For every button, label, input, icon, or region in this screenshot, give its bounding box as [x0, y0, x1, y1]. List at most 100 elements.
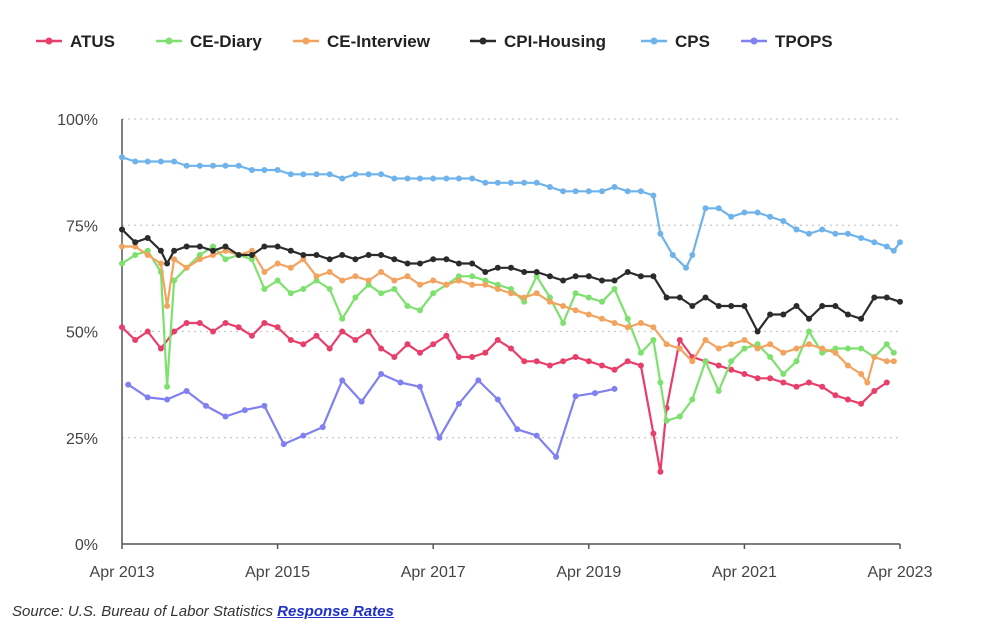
data-point-cpi-housing	[482, 269, 489, 275]
data-point-cpi-housing	[443, 256, 450, 263]
data-point-ce-diary	[832, 345, 839, 352]
y-tick-label: 100%	[57, 112, 98, 129]
data-point-cpi-housing	[728, 303, 735, 309]
series-atus	[119, 320, 890, 475]
data-point-atus	[313, 332, 320, 339]
data-point-ce-diary	[546, 294, 553, 301]
data-point-atus	[261, 320, 268, 326]
data-point-cps	[313, 171, 320, 178]
data-point-ce-diary	[171, 277, 178, 284]
data-point-cps	[546, 184, 553, 190]
data-point-ce-diary	[728, 358, 735, 365]
data-point-cps	[391, 175, 398, 182]
data-point-cpi-housing	[508, 264, 514, 271]
data-point-cps	[300, 171, 307, 178]
data-point-ce-interview	[844, 362, 851, 369]
data-point-atus	[585, 358, 592, 365]
data-point-atus	[533, 358, 540, 365]
data-point-ce-interview	[443, 281, 450, 288]
data-point-tpops	[533, 432, 540, 439]
data-point-tpops	[222, 413, 229, 420]
data-point-cps	[196, 162, 203, 169]
data-point-ce-interview	[196, 256, 203, 263]
data-point-ce-interview	[585, 311, 592, 318]
data-point-atus	[871, 388, 878, 394]
data-point-atus	[196, 320, 203, 326]
data-point-cpi-housing	[806, 315, 812, 322]
gridlines	[122, 118, 900, 439]
data-point-ce-diary	[455, 273, 462, 280]
data-point-ce-interview	[455, 277, 462, 284]
data-point-ce-interview	[521, 294, 528, 301]
data-point-cps	[326, 171, 333, 178]
data-point-cps	[624, 188, 631, 195]
data-point-cpi-housing	[844, 311, 851, 318]
data-point-cps	[430, 175, 437, 182]
data-point-cps	[780, 218, 787, 224]
data-point-cps	[171, 158, 178, 165]
x-tick-label: Apr 2017	[401, 564, 466, 581]
data-point-tpops	[144, 394, 151, 401]
legend-swatch-marker	[45, 37, 53, 45]
data-point-cps	[599, 188, 605, 195]
data-point-atus	[832, 392, 839, 399]
data-point-cps	[897, 239, 903, 246]
data-point-atus	[469, 354, 476, 360]
data-point-atus	[274, 324, 281, 331]
data-point-atus	[144, 328, 151, 335]
data-point-ce-diary	[637, 349, 644, 356]
x-tick-label: Apr 2013	[90, 564, 155, 581]
data-point-tpops	[241, 407, 248, 414]
data-point-tpops	[436, 434, 443, 441]
data-point-ce-diary	[611, 286, 618, 292]
response-rates-link[interactable]: Response Rates	[277, 603, 394, 620]
data-point-atus	[637, 362, 644, 369]
data-point-cps	[858, 235, 865, 241]
data-point-ce-interview	[508, 290, 514, 297]
data-point-ce-interview	[546, 298, 553, 305]
data-point-atus	[183, 320, 190, 326]
data-point-cpi-housing	[469, 260, 476, 267]
data-point-cps	[754, 209, 761, 216]
data-point-ce-diary	[793, 358, 800, 365]
data-point-ce-diary	[391, 286, 398, 292]
data-point-cpi-housing	[832, 303, 839, 309]
data-point-ce-interview	[663, 341, 670, 348]
data-point-tpops	[125, 381, 132, 388]
data-point-ce-diary	[521, 298, 528, 305]
legend-label: CE-Diary	[190, 32, 262, 51]
data-point-cpi-housing	[274, 243, 281, 250]
data-point-ce-diary	[210, 243, 216, 250]
data-point-cps	[657, 230, 664, 237]
data-point-ce-interview	[728, 341, 735, 348]
data-point-cpi-housing	[624, 269, 631, 275]
data-point-tpops	[300, 432, 307, 439]
data-point-cpi-housing	[430, 256, 437, 263]
data-point-cpi-housing	[676, 294, 683, 301]
data-point-cpi-housing	[858, 315, 865, 322]
data-point-atus	[624, 358, 631, 365]
legend-item-cpi-housing: CPI-Housing	[470, 32, 606, 51]
data-point-atus	[378, 345, 385, 352]
y-tick-label: 25%	[66, 431, 98, 448]
data-point-ce-diary	[352, 294, 359, 301]
data-point-atus	[365, 328, 372, 335]
data-point-cpi-housing	[171, 247, 178, 254]
data-point-cps	[144, 158, 151, 165]
data-point-ce-interview	[560, 303, 567, 309]
series-line-cps	[120, 156, 902, 269]
data-point-ce-diary	[754, 341, 761, 348]
data-point-cpi-housing	[897, 298, 903, 305]
data-point-ce-interview	[248, 247, 255, 254]
axes: 0% 25% 50% 75% 100% Apr 2013 Apr 2015 Apr 2017 A…	[57, 112, 932, 581]
data-point-atus	[417, 349, 423, 356]
data-point-ce-interview	[864, 379, 871, 386]
data-point-ce-interview	[210, 252, 216, 258]
data-point-atus	[611, 366, 618, 373]
data-point-tpops	[455, 400, 462, 407]
data-point-ce-interview	[754, 345, 761, 352]
data-point-tpops	[592, 390, 598, 397]
data-point-atus	[248, 332, 255, 339]
data-point-cps	[650, 192, 657, 199]
data-point-cps	[469, 175, 476, 182]
